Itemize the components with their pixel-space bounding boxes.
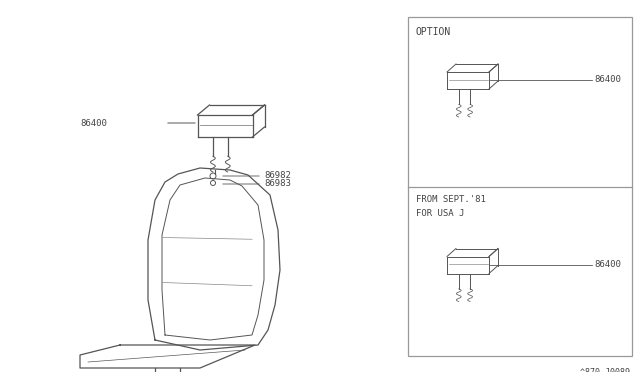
Text: ^870 J0089: ^870 J0089 <box>580 368 630 372</box>
Text: 86400: 86400 <box>594 76 621 84</box>
Text: FOR USA J: FOR USA J <box>416 208 465 218</box>
Text: 86400: 86400 <box>80 119 107 128</box>
Text: FROM SEPT.'81: FROM SEPT.'81 <box>416 195 486 203</box>
Text: 86982: 86982 <box>264 171 291 180</box>
Circle shape <box>486 264 488 267</box>
Text: OPTION: OPTION <box>416 27 451 37</box>
Text: 86400: 86400 <box>594 260 621 269</box>
Bar <box>408 17 632 356</box>
Text: 86983: 86983 <box>264 180 291 189</box>
